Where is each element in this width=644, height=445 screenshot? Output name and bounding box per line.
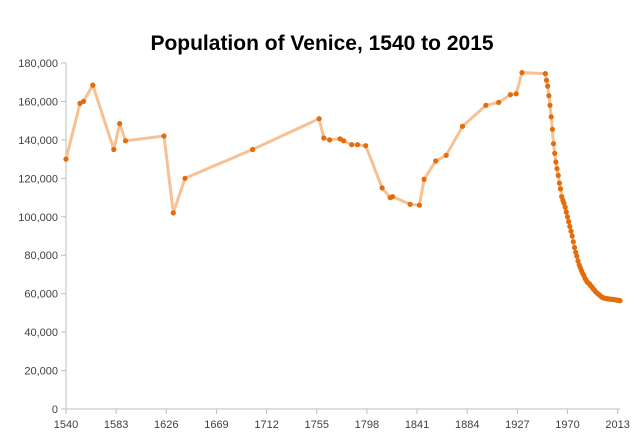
data-point bbox=[341, 138, 347, 144]
data-point bbox=[557, 186, 564, 192]
data-point bbox=[546, 93, 552, 99]
data-point bbox=[545, 83, 551, 89]
data-point bbox=[556, 180, 563, 186]
data-point bbox=[483, 102, 489, 108]
chart-title: Population of Venice, 1540 to 2015 bbox=[150, 32, 494, 55]
data-point bbox=[459, 123, 466, 129]
y-tick-label: 180,000 bbox=[18, 58, 58, 70]
data-point bbox=[569, 233, 575, 239]
data-point bbox=[170, 210, 176, 216]
data-point bbox=[250, 146, 256, 153]
data-point bbox=[80, 98, 87, 104]
data-point bbox=[379, 185, 385, 191]
y-tick-label: 140,000 bbox=[18, 135, 58, 147]
data-point bbox=[568, 228, 574, 234]
data-point bbox=[496, 99, 502, 105]
data-point bbox=[543, 77, 550, 83]
x-tick-label: 1669 bbox=[204, 419, 228, 431]
data-point bbox=[355, 142, 361, 148]
x-tick-label: 1927 bbox=[505, 419, 529, 431]
data-point bbox=[321, 135, 327, 141]
data-point bbox=[363, 143, 369, 149]
data-point bbox=[416, 202, 422, 208]
x-tick-label: 1540 bbox=[54, 419, 78, 431]
x-tick-label: 1841 bbox=[405, 419, 429, 431]
data-point bbox=[349, 142, 355, 148]
data-point bbox=[542, 71, 549, 77]
data-point bbox=[117, 121, 123, 127]
data-point bbox=[552, 150, 558, 156]
data-point bbox=[574, 253, 580, 259]
x-tick-label: 1798 bbox=[355, 419, 379, 431]
data-point bbox=[550, 141, 557, 147]
x-tick-label: 1884 bbox=[455, 419, 479, 431]
y-tick-label: 80,000 bbox=[24, 250, 58, 262]
data-point bbox=[561, 200, 567, 206]
x-tick-label: 1583 bbox=[104, 419, 128, 431]
series-line bbox=[64, 71, 622, 303]
y-tick-label: 120,000 bbox=[18, 173, 58, 185]
x-tick-label: 1626 bbox=[154, 419, 178, 431]
x-tick-label: 1970 bbox=[555, 419, 579, 431]
chart-series bbox=[63, 70, 623, 304]
data-point bbox=[390, 194, 396, 200]
data-point bbox=[316, 116, 322, 122]
y-tick-label: 40,000 bbox=[24, 327, 58, 339]
data-point bbox=[554, 166, 560, 172]
data-point bbox=[407, 201, 413, 207]
y-tick-label: 100,000 bbox=[18, 212, 58, 224]
data-point bbox=[570, 239, 576, 245]
x-tick-label: 1712 bbox=[254, 419, 278, 431]
data-point bbox=[555, 172, 561, 178]
y-tick-label: 160,000 bbox=[18, 96, 58, 108]
data-point bbox=[573, 249, 579, 255]
data-point bbox=[161, 133, 167, 139]
x-tick-label: 2013 bbox=[605, 419, 629, 431]
y-tick-label: 60,000 bbox=[24, 289, 58, 301]
x-tick-label: 1755 bbox=[305, 419, 329, 431]
y-tick-label: 0 bbox=[52, 404, 58, 416]
data-point bbox=[122, 138, 129, 144]
data-point bbox=[566, 219, 572, 225]
data-point bbox=[617, 298, 623, 304]
chart-axes: 0 20,000 40,000 60,000 80,000 100,000 120,000 1… bbox=[18, 58, 630, 431]
data-point bbox=[519, 70, 525, 76]
data-point bbox=[433, 158, 439, 164]
data-point bbox=[63, 156, 69, 162]
data-point bbox=[507, 92, 513, 98]
data-point bbox=[327, 137, 333, 143]
data-point bbox=[549, 126, 556, 132]
data-point bbox=[548, 114, 554, 120]
data-point bbox=[513, 91, 519, 97]
y-tick-label: 20,000 bbox=[24, 366, 58, 378]
data-point bbox=[571, 244, 578, 251]
data-point bbox=[111, 146, 117, 153]
data-point bbox=[562, 204, 568, 210]
data-point bbox=[563, 209, 569, 215]
data-point bbox=[90, 82, 96, 88]
data-point bbox=[553, 159, 559, 165]
data-point bbox=[547, 102, 553, 108]
data-point bbox=[443, 152, 449, 158]
data-point bbox=[421, 176, 427, 182]
data-point bbox=[567, 223, 573, 229]
data-point bbox=[564, 214, 571, 220]
data-point bbox=[182, 175, 188, 181]
